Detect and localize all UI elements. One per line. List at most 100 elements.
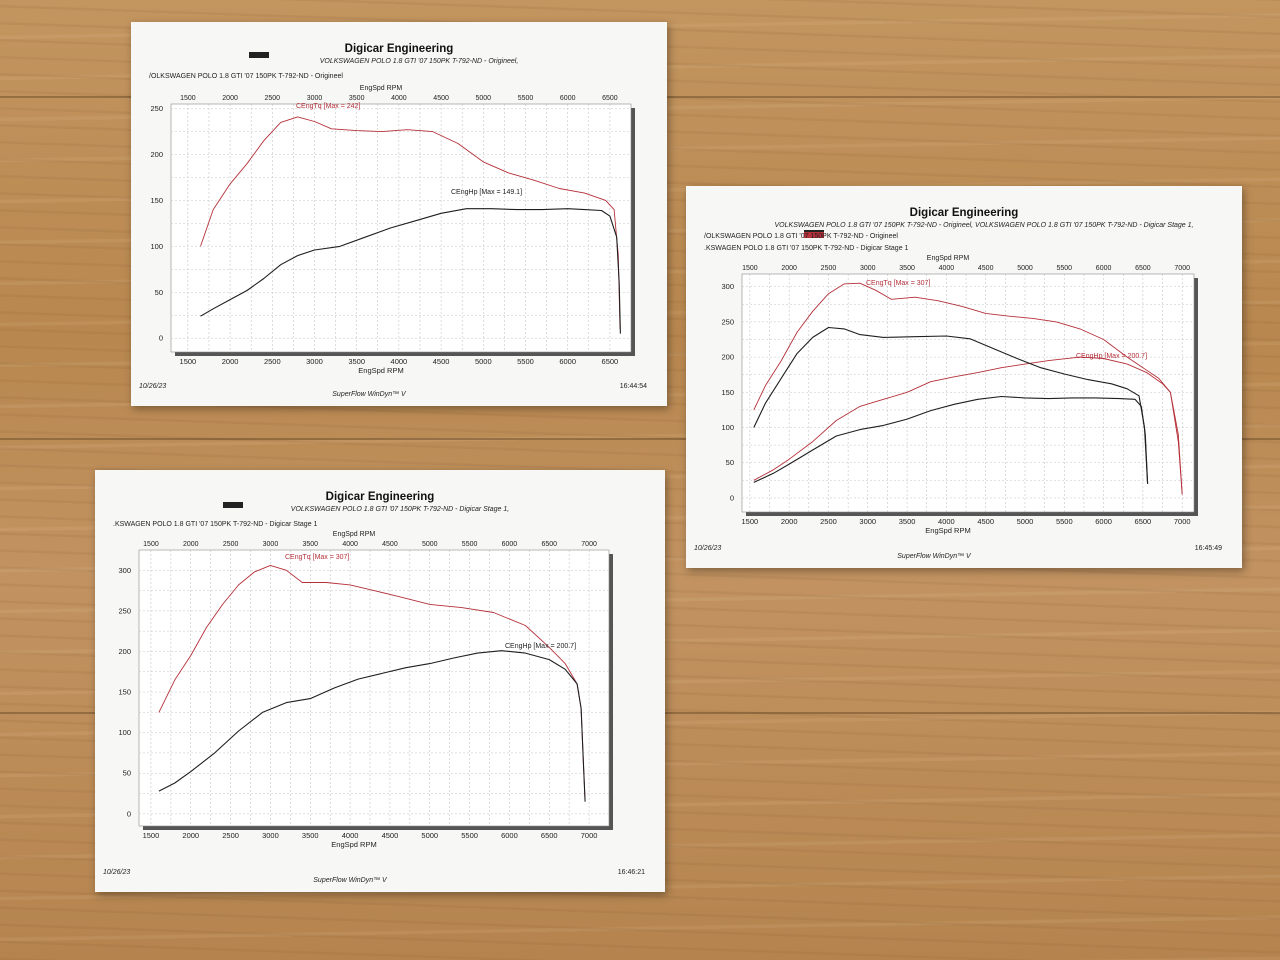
x-tick-label: 5500 <box>461 831 478 840</box>
x-tick-label: 2000 <box>222 357 239 366</box>
company-title: Digicar Engineering <box>345 43 454 55</box>
top-tick-label: 3000 <box>860 265 876 272</box>
y-tick-label: 100 <box>150 242 163 251</box>
x-tick-label: 3000 <box>306 357 323 366</box>
top-tick-label: 7000 <box>1174 265 1190 272</box>
x-tick-label: 4500 <box>977 517 994 526</box>
x-tick-label: 3500 <box>348 357 365 366</box>
y-tick-label: 50 <box>726 458 734 467</box>
top-tick-label: 5000 <box>476 95 492 102</box>
dyno-chart-svg: Digicar Engineering VOLKSWAGEN POLO 1.8 G… <box>694 207 1222 560</box>
y-tick-label: 250 <box>721 317 734 326</box>
series-label: CEngTq [Max = 307] <box>285 554 349 561</box>
series-label: CEngHp [Max = 200.7] <box>1076 353 1147 360</box>
top-tick-label: 2500 <box>821 265 837 272</box>
top-tick-label: 2000 <box>183 541 199 548</box>
plot-area <box>138 549 610 827</box>
x-tick-label: 2500 <box>820 517 837 526</box>
series-label: CEngHp [Max = 149.1] <box>451 189 522 196</box>
x-tick-label: 2000 <box>182 831 199 840</box>
top-tick-label: 1500 <box>742 265 758 272</box>
y-tick-label: 300 <box>721 282 734 291</box>
top-tick-label: 6500 <box>602 95 618 102</box>
top-axis-label: EngSpd RPM <box>927 255 970 262</box>
y-tick-label: 200 <box>118 647 131 656</box>
y-tick-label: 300 <box>118 566 131 575</box>
plot-area <box>741 273 1195 513</box>
y-tick-label: 200 <box>150 150 163 159</box>
top-tick-label: 3500 <box>899 265 915 272</box>
top-tick-label: 2500 <box>264 95 280 102</box>
software-name: SuperFlow WinDyn™ V <box>897 553 972 560</box>
top-tick-label: 5500 <box>462 541 478 548</box>
series-line-2 <box>753 326 1149 484</box>
software-name: SuperFlow WinDyn™ V <box>313 877 388 884</box>
x-axis-label: EngSpd RPM <box>358 366 403 375</box>
top-tick-label: 6000 <box>502 541 518 548</box>
top-tick-label: 6500 <box>541 541 557 548</box>
series-line-1 <box>200 208 621 334</box>
series-label: CEngTq [Max = 307] <box>866 280 930 287</box>
top-tick-label: 1500 <box>143 541 159 548</box>
top-tick-label: 4000 <box>939 265 955 272</box>
x-tick-label: 6000 <box>501 831 518 840</box>
x-tick-label: 5500 <box>517 357 534 366</box>
top-tick-label: 5500 <box>518 95 534 102</box>
x-tick-label: 4500 <box>433 357 450 366</box>
top-tick-label: 3500 <box>349 95 365 102</box>
y-tick-label: 0 <box>730 493 734 502</box>
x-tick-label: 2000 <box>781 517 798 526</box>
software-name: SuperFlow WinDyn™ V <box>332 391 407 398</box>
series-line-3 <box>753 395 1149 484</box>
dyno-chart-svg: Digicar Engineering VOLKSWAGEN POLO 1.8 G… <box>139 43 647 398</box>
x-tick-label: 6500 <box>541 831 558 840</box>
x-tick-label: 6000 <box>559 357 576 366</box>
top-tick-label: 4500 <box>382 541 398 548</box>
print-date: 10/26/23 <box>694 545 721 552</box>
run-title: VOLKSWAGEN POLO 1.8 GTI '07 150PK T-792-… <box>291 506 509 513</box>
y-tick-label: 50 <box>155 288 163 297</box>
x-tick-label: 6000 <box>1095 517 1112 526</box>
run-title: VOLKSWAGEN POLO 1.8 GTI '07 150PK T-792-… <box>775 222 1194 229</box>
dyno-sheet-comparison: Digicar Engineering VOLKSWAGEN POLO 1.8 G… <box>686 186 1242 568</box>
top-tick-label: 7000 <box>581 541 597 548</box>
dyno-sheet-original: Digicar Engineering VOLKSWAGEN POLO 1.8 G… <box>131 22 667 406</box>
top-tick-label: 6000 <box>560 95 576 102</box>
top-tick-label: 5000 <box>422 541 438 548</box>
print-time: 16:44:54 <box>620 383 647 390</box>
y-tick-label: 250 <box>150 104 163 113</box>
x-tick-label: 4000 <box>342 831 359 840</box>
x-tick-label: 1500 <box>742 517 759 526</box>
legend-swatch <box>223 502 243 508</box>
x-tick-label: 1500 <box>143 831 160 840</box>
x-tick-label: 4000 <box>938 517 955 526</box>
series-line-1 <box>158 650 586 802</box>
y-tick-label: 100 <box>118 728 131 737</box>
y-tick-label: 0 <box>159 334 163 343</box>
x-tick-label: 4000 <box>391 357 408 366</box>
y-tick-label: 250 <box>118 606 131 615</box>
dyno-chart-svg: Digicar Engineering VOLKSWAGEN POLO 1.8 G… <box>103 491 645 884</box>
legend-swatch <box>249 52 269 58</box>
x-tick-label: 5000 <box>421 831 438 840</box>
x-tick-label: 2500 <box>222 831 239 840</box>
print-time: 16:45:49 <box>1195 545 1222 552</box>
series-label: CEngTq [Max = 242] <box>296 103 360 110</box>
x-axis-label: EngSpd RPM <box>331 840 376 849</box>
y-tick-label: 50 <box>123 769 131 778</box>
top-tick-label: 5500 <box>1057 265 1073 272</box>
table-seam <box>0 438 1280 440</box>
x-tick-label: 6500 <box>1135 517 1152 526</box>
y-tick-label: 100 <box>721 423 734 432</box>
x-tick-label: 2500 <box>264 357 281 366</box>
company-title: Digicar Engineering <box>910 207 1019 219</box>
print-date: 10/26/23 <box>139 383 166 390</box>
x-tick-label: 5000 <box>1017 517 1034 526</box>
plot-area <box>170 103 632 353</box>
x-tick-label: 7000 <box>581 831 598 840</box>
y-tick-label: 150 <box>150 196 163 205</box>
legend-entry: /OLKSWAGEN POLO 1.8 GTI '07 150PK T-792-… <box>704 233 898 240</box>
company-title: Digicar Engineering <box>326 491 435 503</box>
x-tick-label: 3500 <box>302 831 319 840</box>
x-tick-label: 3500 <box>899 517 916 526</box>
